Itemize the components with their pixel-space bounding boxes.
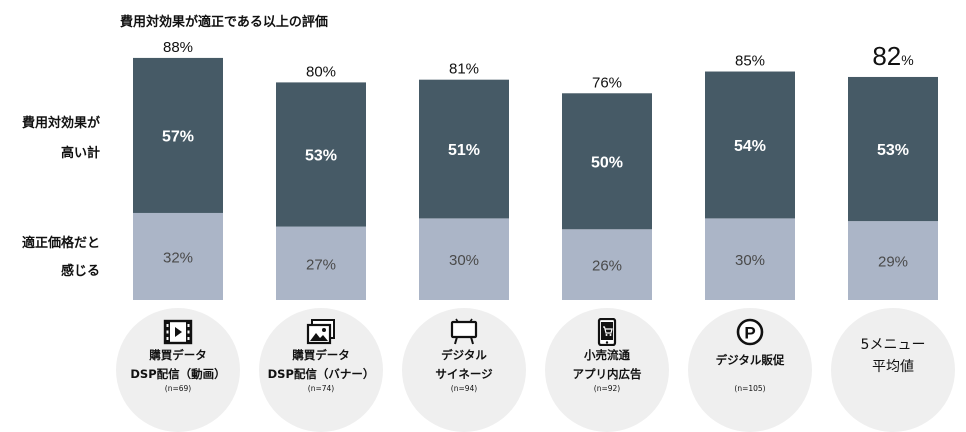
bar-top-value-label: 51%	[448, 142, 480, 159]
bar-bottom-segment	[276, 226, 366, 300]
bar-bottom-value-label: 30%	[735, 252, 765, 269]
category-circle: デジタルサイネージ (n=94)	[402, 308, 526, 432]
bar-total-label: 85%	[735, 53, 765, 70]
bar-total-label: 81%	[449, 61, 479, 78]
legend-bottom-line-1: 適正価格だと	[21, 236, 100, 251]
bar-top-segment	[705, 71, 795, 219]
category-label-line: 購買データ	[149, 348, 207, 362]
bar-top-value-label: 53%	[877, 142, 909, 159]
bar-bottom-segment	[133, 212, 223, 300]
category-label-line: DSP配信（バナー）	[267, 367, 375, 381]
bar-bottom-value-label: 26%	[592, 258, 622, 275]
category-label-line: 平均値	[872, 359, 914, 375]
bar-bottom-segment	[419, 218, 509, 300]
category-label-line: 購買データ	[292, 348, 350, 362]
bar-top-segment	[133, 57, 223, 213]
category-circle: 5メニュー平均値	[831, 308, 955, 432]
bar-total-label: 82%	[872, 41, 913, 71]
bar-total-label: 80%	[306, 63, 336, 80]
category-circle: 購買データ DSP配信（バナー） (n=74)	[259, 308, 383, 432]
bar-total-suffix: %	[901, 52, 913, 68]
image-icon	[306, 318, 336, 346]
category-sample-size: (n=105)	[734, 384, 766, 393]
bar-top-value-label: 50%	[591, 154, 623, 171]
category-label-line: サイネージ	[435, 367, 493, 381]
bar-bottom-segment	[562, 229, 652, 300]
bar-bottom-segment	[705, 218, 795, 300]
bar-bottom-value-label: 29%	[878, 254, 908, 271]
category-circle: P デジタル販促 (n=105)	[688, 308, 812, 432]
bar-bottom-segment	[848, 221, 938, 300]
bar-top-segment	[848, 76, 938, 222]
legend-top-line-2: 高い計	[60, 146, 100, 161]
bar-top-value-label: 53%	[305, 147, 337, 164]
legend-top-line-1: 費用対効果が	[21, 116, 100, 131]
category-sample-size: (n=92)	[593, 384, 621, 393]
category-label-line: デジタル販促	[715, 353, 785, 367]
category-label-line: デジタル	[441, 348, 487, 362]
bar-bottom-value-label: 32%	[163, 249, 193, 266]
bar-top-value-label: 57%	[162, 128, 194, 145]
bar-top-segment	[276, 82, 366, 227]
bar-top-segment	[562, 93, 652, 230]
bar-bottom-value-label: 27%	[306, 256, 336, 273]
bar-top-segment	[419, 79, 509, 219]
category-label-line: DSP配信（動画）	[130, 367, 226, 381]
stacked-bar-chart: 57% 32% 88% 53% 27% 80% 51% 30% 81% 50% 26% 76% 54% 3…	[133, 39, 938, 300]
category-sample-size: (n=69)	[164, 384, 192, 393]
category-circle: 購買データ DSP配信（動画） (n=69)	[116, 308, 240, 432]
signage-icon	[449, 318, 479, 346]
chart-title: 費用対効果が適正である以上の評価	[120, 15, 328, 30]
category-sample-size: (n=94)	[450, 384, 478, 393]
category-label-line: 5メニュー	[860, 337, 926, 353]
category-circle: 小売流通アプリ内広告 (n=92)	[545, 308, 669, 432]
svg-text:P: P	[744, 324, 755, 343]
category-label-line: アプリ内広告	[572, 367, 642, 381]
film-icon	[163, 318, 193, 346]
category-sample-size: (n=74)	[307, 384, 335, 393]
bar-total-label: 88%	[163, 39, 193, 56]
bar-top-value-label: 54%	[734, 138, 766, 155]
legend-bottom-line-2: 感じる	[60, 264, 100, 279]
category-label-line: 小売流通	[584, 348, 630, 362]
smartphone-cart-icon	[592, 317, 622, 347]
points-p-icon: P	[735, 318, 765, 346]
bar-bottom-value-label: 30%	[449, 252, 479, 269]
bar-total-label: 76%	[592, 74, 622, 91]
